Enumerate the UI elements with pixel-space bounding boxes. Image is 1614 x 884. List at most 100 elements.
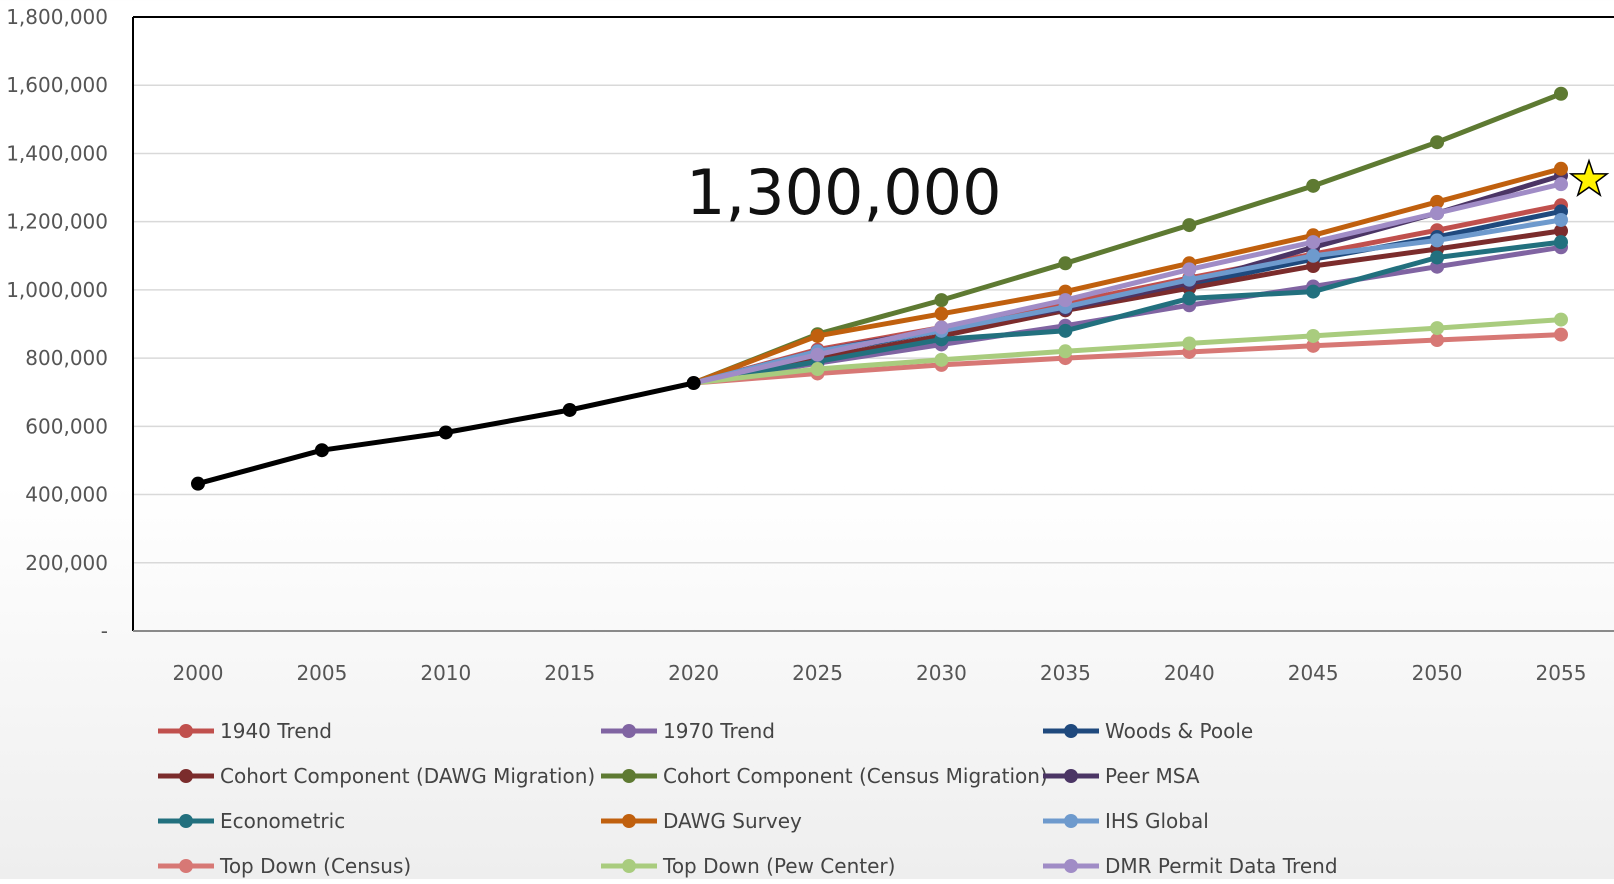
- data-point: [1058, 293, 1073, 308]
- x-tick-label: 2055: [1536, 661, 1587, 685]
- data-point: [1554, 86, 1568, 101]
- legend-label: Cohort Component (DAWG Migration): [220, 764, 595, 788]
- data-point: [1306, 248, 1321, 263]
- legend-item: Econometric: [158, 809, 345, 833]
- legend-label: Cohort Component (Census Migration): [663, 764, 1048, 788]
- legend-marker: [179, 814, 193, 828]
- x-tick-label: 2030: [916, 661, 967, 685]
- legend-item: Cohort Component (Census Migration): [601, 764, 1048, 788]
- series-line: [692, 166, 1562, 386]
- legend-label: 1970 Trend: [663, 719, 775, 743]
- legend-item: DAWG Survey: [601, 809, 802, 833]
- x-tick-label: 2040: [1164, 661, 1215, 685]
- y-tick-label: 1,800,000: [6, 5, 108, 29]
- legend-item: DMR Permit Data Trend: [1043, 854, 1338, 878]
- y-tick-label: 600,000: [25, 414, 108, 438]
- legend-marker: [179, 859, 193, 873]
- data-point: [1182, 218, 1197, 233]
- data-point: [1058, 323, 1073, 338]
- series-line: [693, 332, 1562, 386]
- series-line: [693, 317, 1562, 386]
- data-point: [1430, 206, 1445, 221]
- y-tick-label: 1,000,000: [6, 278, 108, 302]
- historical-point: [314, 443, 329, 458]
- data-point: [1554, 161, 1568, 176]
- y-tick-label: 200,000: [25, 551, 108, 575]
- series-line: [693, 228, 1562, 386]
- legend-marker: [622, 724, 636, 738]
- legend-item: Peer MSA: [1043, 764, 1200, 788]
- series-dmr-permit-data-trend: [693, 177, 1568, 386]
- legend-marker: [1064, 859, 1078, 873]
- chart-annotation: 1,300,000: [686, 156, 1002, 229]
- data-point: [1554, 312, 1568, 327]
- data-point: [934, 352, 949, 367]
- y-tick-labels: - 200,000 400,000 600,000 800,000 1,000,000 1,…: [6, 5, 108, 643]
- x-tick-label: 2045: [1288, 661, 1339, 685]
- legend-marker: [1064, 769, 1078, 783]
- historical-point: [438, 425, 453, 440]
- star-marker: [1568, 158, 1610, 197]
- historical-point: [686, 376, 701, 391]
- historical-point: [191, 476, 205, 491]
- data-point: [1058, 344, 1073, 359]
- legend-label: Top Down (Census): [219, 854, 411, 878]
- x-tick-label: 2025: [792, 661, 843, 685]
- legend-marker: [622, 769, 636, 783]
- data-point: [1306, 178, 1321, 193]
- y-tick-label: 1,400,000: [6, 141, 108, 165]
- data-point: [1182, 336, 1197, 351]
- y-tick-label: 1,200,000: [6, 210, 108, 234]
- legend-label: IHS Global: [1105, 809, 1209, 833]
- data-point: [1554, 212, 1568, 227]
- y-tick-label: 1,600,000: [6, 73, 108, 97]
- x-tick-label: 2015: [544, 661, 595, 685]
- legend-item: 1970 Trend: [601, 719, 775, 743]
- legend-item: IHS Global: [1043, 809, 1209, 833]
- legend: 1940 Trend 1970 Trend Woods & Poole Cohort …: [158, 719, 1338, 878]
- data-point: [1306, 328, 1321, 343]
- x-tick-label: 2050: [1412, 661, 1463, 685]
- legend-marker: [179, 724, 193, 738]
- series-line: [693, 239, 1562, 386]
- legend-marker: [622, 814, 636, 828]
- data-point: [1182, 272, 1197, 287]
- data-point: [1430, 333, 1445, 348]
- legend-label: DAWG Survey: [663, 809, 802, 833]
- historical-point: [562, 402, 577, 417]
- x-tick-label: 2035: [1040, 661, 1091, 685]
- legend-label: Econometric: [220, 809, 345, 833]
- data-point: [1554, 235, 1568, 250]
- legend-item: Woods & Poole: [1043, 719, 1253, 743]
- series-econometric: [693, 235, 1568, 386]
- data-point: [1430, 233, 1445, 248]
- data-point: [1430, 194, 1445, 209]
- data-point: [1306, 235, 1321, 250]
- data-point: [934, 293, 949, 308]
- data-point: [1430, 135, 1445, 150]
- x-tick-label: 2000: [173, 661, 224, 685]
- data-point: [810, 362, 825, 377]
- data-point: [1430, 250, 1445, 265]
- legend-item: Top Down (Census): [158, 854, 411, 878]
- legend-marker: [1064, 814, 1078, 828]
- data-point: [1058, 256, 1073, 271]
- legend-label: Peer MSA: [1105, 764, 1200, 788]
- x-tick-label: 2005: [296, 661, 347, 685]
- series-line: [692, 91, 1562, 386]
- legend-label: 1940 Trend: [220, 719, 332, 743]
- legend-label: Woods & Poole: [1105, 719, 1253, 743]
- series-lines: [692, 86, 1568, 386]
- data-point: [1306, 284, 1321, 299]
- historical-series: [191, 376, 701, 491]
- y-tick-label: 400,000: [25, 483, 108, 507]
- legend-marker: [622, 859, 636, 873]
- legend-item: Cohort Component (DAWG Migration): [158, 764, 595, 788]
- gridlines: [133, 84, 1614, 564]
- legend-item: 1940 Trend: [158, 719, 332, 743]
- legend-label: Top Down (Pew Center): [662, 854, 895, 878]
- data-point: [810, 347, 825, 362]
- data-point: [1554, 223, 1568, 238]
- x-tick-label: 2020: [668, 661, 719, 685]
